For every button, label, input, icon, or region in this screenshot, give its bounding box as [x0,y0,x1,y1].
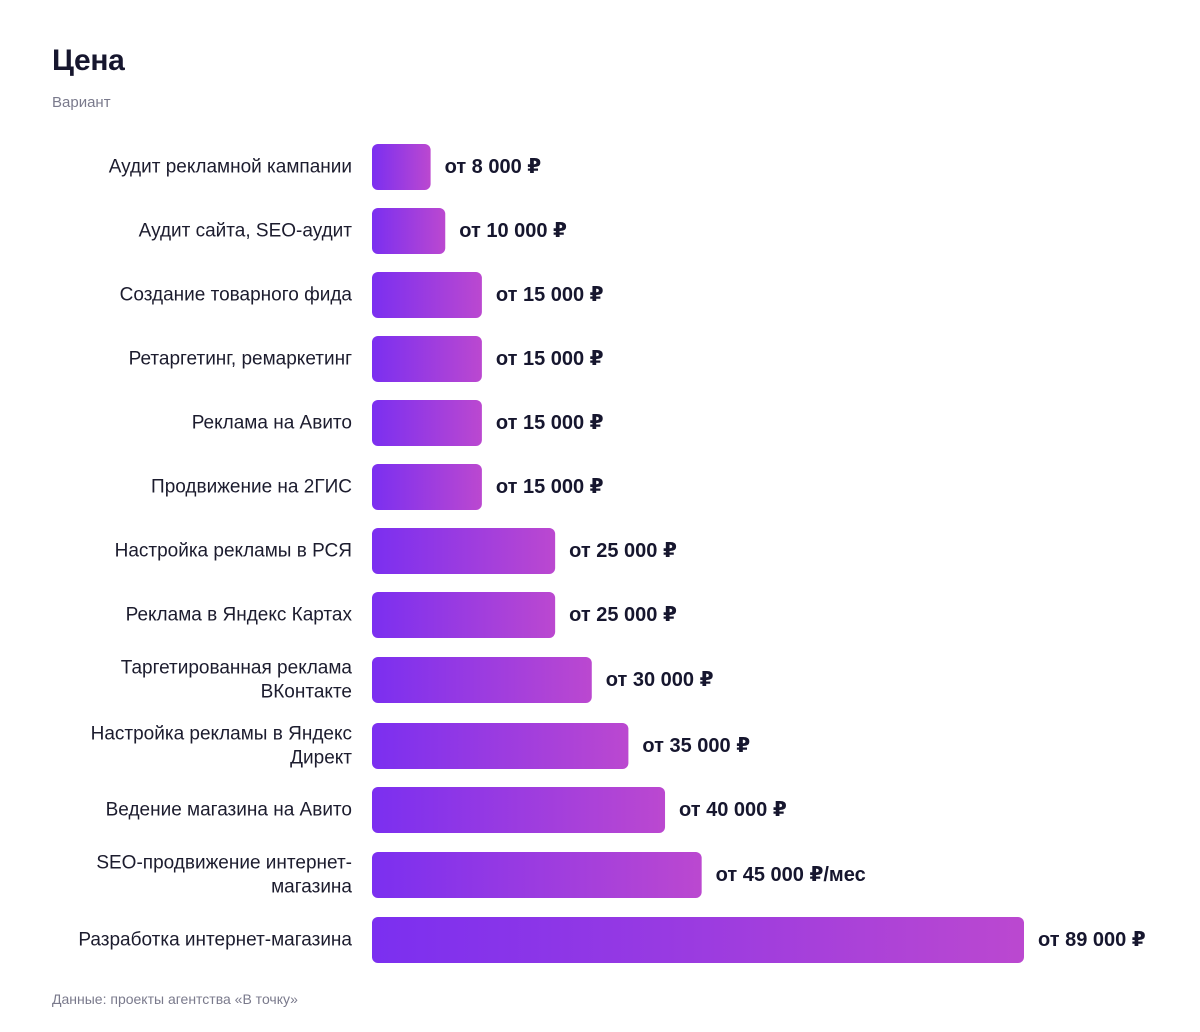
value-label: от 15 000 ₽ [496,476,604,498]
bar [372,852,702,898]
value-label: от 25 000 ₽ [569,604,677,626]
category-label: Реклама на Авито [192,413,352,434]
bar [372,272,482,318]
bar [372,528,556,574]
category-label: Реклама в Яндекс Картах [126,605,353,626]
category-label: Создание товарного фида [120,285,353,306]
category-label: Продвижение на 2ГИС [151,477,352,498]
chart-source: Данные: проекты агентства «В точку» [52,991,298,1007]
bar [372,144,431,190]
category-label: Ретаргетинг, ремаркетинг [129,349,352,370]
category-label: Настройка рекламы в Яндекс Директ [91,724,353,769]
bar [372,208,446,254]
category-label: Аудит сайта, SEO-аудит [139,221,353,242]
category-label: Аудит рекламной кампании [109,157,352,178]
bar [372,592,556,638]
bar [372,400,482,446]
value-label: от 40 000 ₽ [679,799,787,821]
bar [372,464,482,510]
bar [372,917,1024,963]
value-label: от 30 000 ₽ [606,669,714,691]
chart-title: Цена [52,44,125,77]
bar [372,723,629,769]
value-label: от 89 000 ₽ [1038,929,1146,951]
category-label: Таргетированная реклама ВКонтакте [121,658,353,703]
bars-layer: Аудит рекламной кампании от 8 000 ₽ Аудит … [78,144,1146,963]
category-label: Разработка интернет-магазина [78,930,352,951]
value-label: от 8 000 ₽ [445,156,542,178]
bar [372,657,592,703]
category-label: Ведение магазина на Авито [106,800,352,821]
category-label: SEO-продвижение интернет-магазина [96,853,352,898]
bar [372,787,666,833]
chart-subtitle: Вариант [52,94,111,111]
value-label: от 15 000 ₽ [496,348,604,370]
value-label: от 35 000 ₽ [642,735,750,757]
value-label: от 15 000 ₽ [496,412,604,434]
value-label: от 10 000 ₽ [459,220,567,242]
category-label: Настройка рекламы в РСЯ [115,541,352,562]
value-label: от 15 000 ₽ [496,284,604,306]
bar [372,336,482,382]
value-label: от 45 000 ₽/мес [716,864,866,886]
value-label: от 25 000 ₽ [569,540,677,562]
